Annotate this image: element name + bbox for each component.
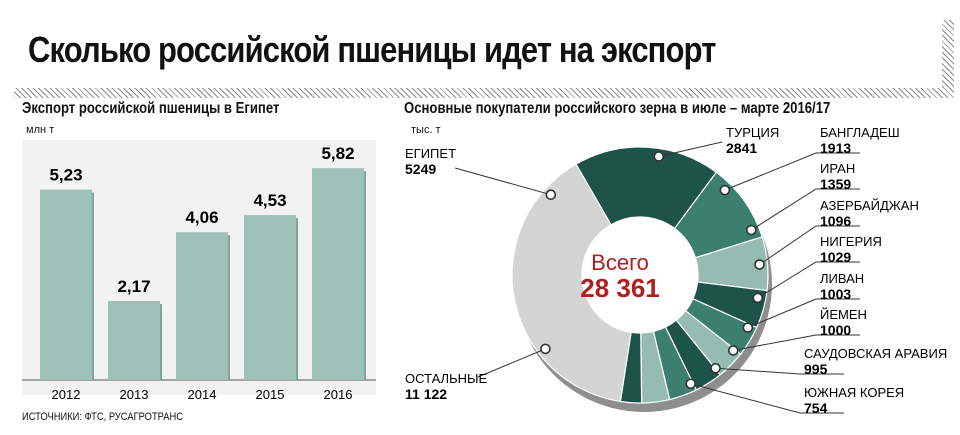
donut-chart-unit: тыс. т [411, 124, 441, 136]
leader-dot [710, 362, 721, 374]
slice-name-label: БАНГЛАДЕШ [820, 125, 900, 140]
slice-value-label: 1003 [820, 286, 851, 302]
leader-line [759, 225, 860, 265]
leader-line [454, 167, 551, 196]
leader-line [477, 348, 546, 378]
slice-value-label: 1096 [820, 213, 851, 229]
leader-line [747, 298, 860, 329]
source-note: ИСТОЧНИКИ: ФТС, РУСАГРОТРАНС [22, 411, 184, 423]
leader-line [724, 152, 860, 191]
leader-line [690, 383, 844, 414]
bar-value-label: 2,17 [117, 277, 150, 296]
bar-value-label: 4,06 [185, 208, 218, 227]
bar-value-label: 5,82 [321, 144, 354, 163]
leader-dot [719, 184, 731, 196]
leader-dot [727, 345, 739, 356]
donut-total-label: Всего [591, 250, 649, 275]
slice-value-label: 1000 [820, 322, 851, 338]
bar-2013 [108, 301, 160, 380]
slice-name-label: САУДОВСКАЯ АРАВИЯ [804, 346, 947, 361]
slice-name-label: ЛИВАН [820, 271, 864, 286]
slice-name-label: ТУРЦИЯ [726, 125, 779, 140]
slice-value-label: 1913 [820, 140, 851, 156]
slice-name-label: ЮЖНАЯ КОРЕЯ [804, 385, 904, 400]
leader-dot [653, 151, 665, 162]
slice-value-label: 2841 [726, 140, 757, 156]
leader-line [658, 141, 723, 157]
slice-name-label: ЙЕМЕН [820, 307, 867, 322]
slice-value-label: 995 [804, 361, 828, 377]
title-hatch-right [942, 20, 954, 98]
bar-2016 [312, 168, 364, 380]
leader-dot [545, 189, 557, 201]
leader-line [715, 367, 844, 375]
leader-dot [752, 292, 764, 304]
bar-chart-unit: млн т [26, 124, 55, 136]
bar-year-label: 2012 [52, 387, 81, 402]
slice-value-label: 11 122 [405, 386, 447, 402]
leader-line [733, 334, 860, 352]
bar-year-label: 2013 [120, 387, 149, 402]
slice-value-label: 1359 [820, 176, 851, 192]
slice-value-label: 754 [804, 400, 828, 416]
bar-2012 [40, 189, 92, 380]
page-title: Сколько российской пшеницы идет на экспо… [28, 29, 716, 70]
donut-hole [582, 217, 698, 333]
bar-2014 [176, 232, 228, 380]
slice-name-label: АЗЕРБАЙДЖАН [820, 198, 919, 213]
donut-chart-title: Основные покупатели российского зерна в … [404, 100, 831, 117]
slice-name-label: ОСТАЛЬНЫЕ [405, 371, 487, 386]
leader-dot [685, 378, 697, 390]
bar-value-label: 4,53 [253, 191, 286, 210]
leader-dot [754, 259, 765, 270]
slice-value-label: 1029 [820, 249, 851, 265]
slice-name-label: ИРАН [820, 161, 855, 176]
leader-line [757, 261, 860, 299]
leader-line [750, 188, 860, 231]
leader-dot [742, 322, 754, 333]
leader-dot [745, 224, 757, 236]
bar-chart-title: Экспорт российской пшеницы в Египет [22, 100, 280, 117]
bar-2015 [244, 215, 296, 380]
slice-name-label: НИГЕРИЯ [820, 234, 882, 249]
bar-value-label: 5,23 [49, 166, 82, 185]
bar-year-label: 2015 [256, 387, 285, 402]
slice-name-label: ЕГИПЕТ [405, 146, 456, 161]
leader-dot [540, 343, 551, 355]
title-hatch-bottom [14, 88, 954, 98]
slice-value-label: 5249 [405, 161, 436, 177]
donut-total-value: 28 361 [580, 273, 660, 303]
bar-year-label: 2016 [324, 387, 353, 402]
bar-year-label: 2014 [188, 387, 217, 402]
